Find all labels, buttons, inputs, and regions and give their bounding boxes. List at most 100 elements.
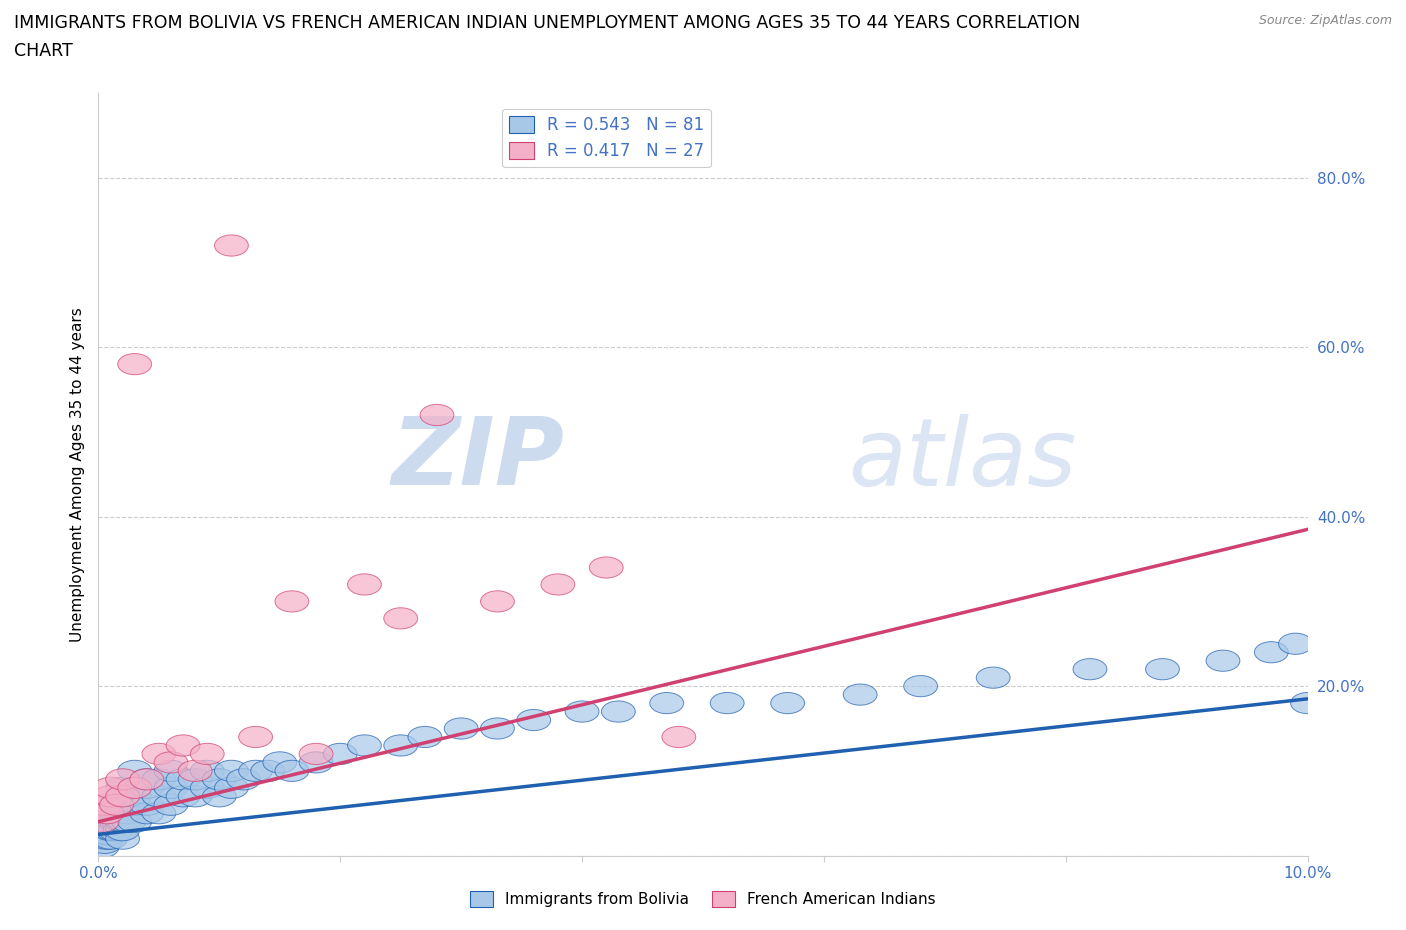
Ellipse shape [323, 743, 357, 764]
Ellipse shape [96, 819, 129, 841]
Legend: Immigrants from Bolivia, French American Indians: Immigrants from Bolivia, French American… [464, 884, 942, 913]
Ellipse shape [408, 726, 441, 748]
Ellipse shape [94, 777, 128, 798]
Ellipse shape [94, 819, 128, 841]
Ellipse shape [976, 667, 1010, 688]
Ellipse shape [155, 761, 188, 781]
Ellipse shape [105, 794, 139, 816]
Ellipse shape [118, 786, 152, 807]
Ellipse shape [166, 786, 200, 807]
Ellipse shape [94, 803, 128, 824]
Ellipse shape [110, 803, 143, 824]
Ellipse shape [100, 811, 134, 832]
Ellipse shape [86, 828, 120, 849]
Ellipse shape [179, 761, 212, 781]
Ellipse shape [770, 693, 804, 713]
Ellipse shape [111, 794, 145, 816]
Text: ZIP: ZIP [391, 413, 564, 505]
Ellipse shape [105, 803, 139, 824]
Ellipse shape [384, 608, 418, 629]
Ellipse shape [444, 718, 478, 739]
Ellipse shape [166, 735, 200, 756]
Ellipse shape [202, 769, 236, 790]
Ellipse shape [142, 743, 176, 764]
Ellipse shape [129, 777, 163, 798]
Ellipse shape [190, 777, 224, 798]
Ellipse shape [100, 794, 134, 816]
Ellipse shape [129, 769, 163, 790]
Ellipse shape [517, 710, 551, 731]
Ellipse shape [347, 735, 381, 756]
Text: Source: ZipAtlas.com: Source: ZipAtlas.com [1258, 14, 1392, 27]
Ellipse shape [276, 591, 309, 612]
Ellipse shape [129, 803, 163, 824]
Ellipse shape [94, 786, 128, 807]
Ellipse shape [481, 591, 515, 612]
Ellipse shape [118, 777, 152, 798]
Ellipse shape [129, 769, 163, 790]
Ellipse shape [111, 811, 146, 832]
Ellipse shape [589, 557, 623, 578]
Ellipse shape [105, 819, 139, 841]
Ellipse shape [662, 726, 696, 748]
Ellipse shape [215, 761, 249, 781]
Ellipse shape [565, 701, 599, 722]
Ellipse shape [420, 405, 454, 426]
Ellipse shape [105, 786, 139, 807]
Ellipse shape [118, 811, 152, 832]
Ellipse shape [108, 811, 142, 832]
Text: CHART: CHART [14, 42, 73, 60]
Ellipse shape [98, 819, 132, 841]
Ellipse shape [104, 803, 138, 824]
Ellipse shape [1146, 658, 1180, 680]
Ellipse shape [250, 761, 284, 781]
Y-axis label: Unemployment Among Ages 35 to 44 years: Unemployment Among Ages 35 to 44 years [69, 307, 84, 642]
Ellipse shape [239, 761, 273, 781]
Ellipse shape [105, 777, 139, 798]
Ellipse shape [1073, 658, 1107, 680]
Ellipse shape [1278, 633, 1312, 655]
Text: atlas: atlas [848, 414, 1077, 505]
Ellipse shape [190, 761, 224, 781]
Ellipse shape [299, 743, 333, 764]
Ellipse shape [239, 726, 273, 748]
Ellipse shape [87, 794, 121, 816]
Ellipse shape [299, 751, 333, 773]
Ellipse shape [155, 777, 188, 798]
Ellipse shape [384, 735, 418, 756]
Ellipse shape [129, 794, 163, 816]
Ellipse shape [215, 777, 249, 798]
Ellipse shape [118, 353, 152, 375]
Ellipse shape [105, 769, 139, 790]
Ellipse shape [347, 574, 381, 595]
Ellipse shape [215, 235, 249, 256]
Ellipse shape [103, 819, 138, 841]
Ellipse shape [86, 837, 120, 857]
Ellipse shape [103, 811, 136, 832]
Ellipse shape [90, 803, 124, 824]
Ellipse shape [202, 786, 236, 807]
Ellipse shape [276, 761, 309, 781]
Ellipse shape [118, 794, 152, 816]
Ellipse shape [1206, 650, 1240, 671]
Ellipse shape [1254, 642, 1288, 663]
Ellipse shape [105, 811, 139, 832]
Ellipse shape [89, 824, 122, 845]
Ellipse shape [86, 811, 120, 832]
Ellipse shape [101, 803, 135, 824]
Ellipse shape [90, 828, 124, 849]
Ellipse shape [94, 811, 128, 832]
Ellipse shape [650, 693, 683, 713]
Ellipse shape [179, 786, 212, 807]
Ellipse shape [844, 684, 877, 705]
Ellipse shape [155, 794, 188, 816]
Ellipse shape [142, 786, 176, 807]
Legend: R = 0.543   N = 81, R = 0.417   N = 27: R = 0.543 N = 81, R = 0.417 N = 27 [502, 109, 710, 167]
Ellipse shape [97, 811, 131, 832]
Ellipse shape [93, 824, 127, 845]
Ellipse shape [142, 803, 176, 824]
Ellipse shape [91, 819, 125, 841]
Ellipse shape [155, 751, 188, 773]
Text: IMMIGRANTS FROM BOLIVIA VS FRENCH AMERICAN INDIAN UNEMPLOYMENT AMONG AGES 35 TO : IMMIGRANTS FROM BOLIVIA VS FRENCH AMERIC… [14, 14, 1080, 32]
Ellipse shape [105, 828, 139, 849]
